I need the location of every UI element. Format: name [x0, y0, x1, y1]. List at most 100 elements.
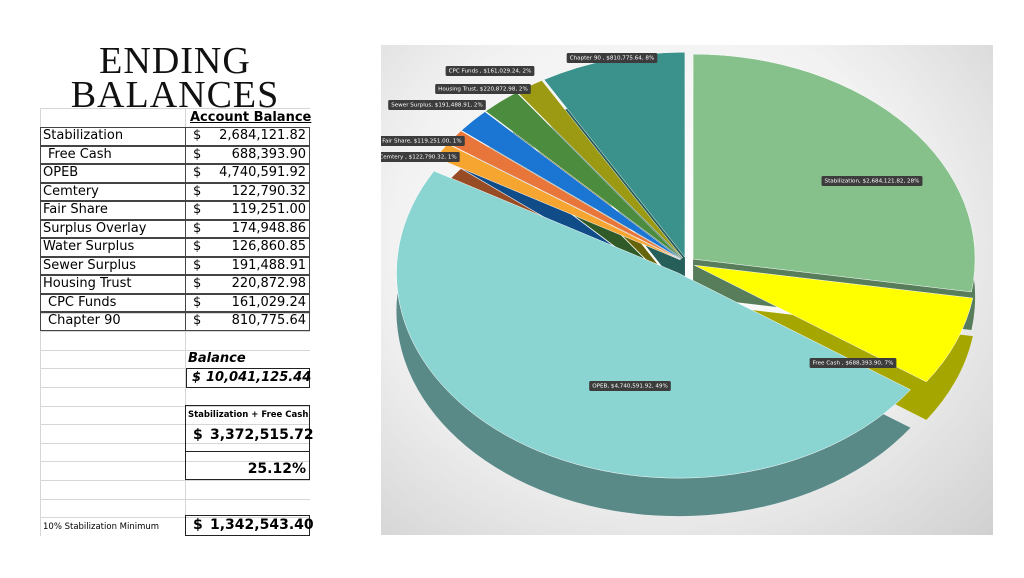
grid-line — [40, 368, 310, 370]
balance-label: Balance — [188, 351, 246, 366]
amount: 119,251.00 — [231, 202, 306, 217]
slice — [692, 53, 976, 293]
account-name: Stabilization — [43, 128, 124, 143]
data-label-box — [376, 152, 460, 162]
account-name: Fair Share — [43, 202, 108, 217]
chart-panel: Stabilization, $2,684,121.82, 28% Free Ca… — [376, 45, 993, 535]
grid-line — [40, 349, 310, 351]
row-border — [40, 164, 186, 183]
grid-line — [40, 312, 310, 314]
amount: 10,041,125.44 — [206, 370, 312, 385]
row-border — [40, 256, 186, 275]
amount: 191,488.91 — [231, 257, 306, 273]
currency: $ — [193, 427, 203, 443]
amount: 810,775.64 — [231, 313, 306, 328]
data-label-box — [379, 136, 465, 146]
balance-table: Account Balance Stabilization $2,684,121.8… — [0, 0, 330, 578]
amount: 161,029.24 — [231, 294, 306, 310]
grid-line — [40, 461, 310, 463]
grid-line — [40, 517, 310, 519]
account-name: Chapter 90 — [48, 313, 121, 328]
data-label-box — [388, 100, 486, 110]
data-label: Cemtery , $122,790.32, 1% — [381, 155, 457, 161]
page-title: ENDING BALANCES — [70, 40, 280, 116]
account-name: OPEB — [43, 165, 79, 180]
amount: 4,740,591.92 — [219, 165, 306, 180]
slice — [461, 111, 682, 260]
grid-line — [40, 294, 310, 295]
currency: $ — [193, 202, 202, 217]
data-label-box — [566, 53, 658, 63]
account-name: Sewer Surplus — [43, 257, 137, 273]
slice — [694, 264, 974, 383]
row-border — [40, 275, 186, 294]
row-border — [40, 238, 186, 257]
row-border — [40, 201, 186, 220]
minimum-box — [185, 515, 310, 536]
account-name: Surplus Overlay — [43, 220, 147, 236]
summary-label: Stabilization + Free Cash — [188, 410, 309, 420]
row-border — [40, 127, 186, 146]
pie-chart: Stabilization, $2,684,121.82, 28% Free Ca… — [376, 51, 976, 517]
grid-line — [40, 442, 310, 444]
slice — [396, 170, 911, 479]
amount: 688,393.90 — [231, 146, 306, 162]
amount: 126,860.85 — [231, 239, 306, 254]
grid-line — [40, 498, 310, 500]
amount: 220,872.98 — [231, 276, 306, 291]
grid-line — [40, 480, 310, 481]
account-name: Water Surplus — [43, 239, 135, 254]
data-label: Chapter 90 , $810,775.64, 8% — [570, 56, 655, 62]
divider — [185, 451, 310, 452]
amount: 3,372,515.72 — [210, 427, 314, 443]
currency: $ — [193, 313, 202, 328]
data-label: Stabilization, $2,684,121.82, 28% — [825, 179, 920, 185]
currency: $ — [193, 294, 202, 310]
currency: $ — [193, 146, 202, 162]
data-label-box — [445, 66, 535, 76]
balance-box — [186, 368, 310, 388]
amount: 1,342,543.40 — [210, 517, 314, 533]
currency: $ — [193, 220, 202, 236]
currency: $ — [193, 239, 202, 254]
data-label-box — [589, 381, 671, 391]
currency: $ — [192, 370, 202, 385]
grid-line — [40, 405, 310, 407]
amount: 2,684,121.82 — [219, 128, 306, 143]
data-label-box — [821, 176, 923, 186]
row-border — [40, 145, 186, 164]
data-label-box — [435, 84, 531, 94]
row-border — [40, 219, 186, 238]
row-border — [40, 312, 186, 331]
account-name: CPC Funds — [48, 294, 117, 310]
data-label: CPC Funds , $161,029.24, 2% — [449, 69, 532, 75]
account-name: Free Cash — [48, 146, 112, 162]
percent: 25.12% — [247, 461, 306, 477]
data-label: OPEB, $4,740,591.92, 49% — [592, 384, 668, 390]
grid-line — [40, 331, 310, 333]
currency: $ — [193, 257, 202, 273]
row-border — [40, 293, 186, 312]
row-border — [40, 182, 186, 201]
currency: $ — [193, 276, 202, 291]
data-label: Sewer Surplus, $191,488.91, 2% — [391, 103, 483, 109]
grid-line — [40, 387, 310, 388]
data-label: Free Cash , $688,393.90, 7% — [813, 361, 894, 367]
account-name: Cemtery — [43, 183, 99, 199]
column-header: Account Balance — [190, 110, 312, 125]
amount: 122,790.32 — [231, 183, 306, 199]
summary-box — [185, 405, 310, 480]
grid-line — [40, 108, 310, 109]
amount: 174,948.86 — [231, 220, 306, 236]
currency: $ — [193, 128, 202, 143]
data-label: Housing Trust, $220,872.98, 2% — [438, 87, 528, 93]
account-name: Housing Trust — [43, 276, 132, 291]
data-label-box — [809, 358, 897, 368]
grid-line — [40, 424, 310, 426]
currency: $ — [193, 517, 203, 533]
currency: $ — [193, 183, 202, 199]
data-label: Fair Share, $119,251.00, 1% — [382, 139, 461, 145]
minimum-label: 10% Stabilization Minimum — [43, 522, 160, 532]
currency: $ — [193, 165, 202, 180]
